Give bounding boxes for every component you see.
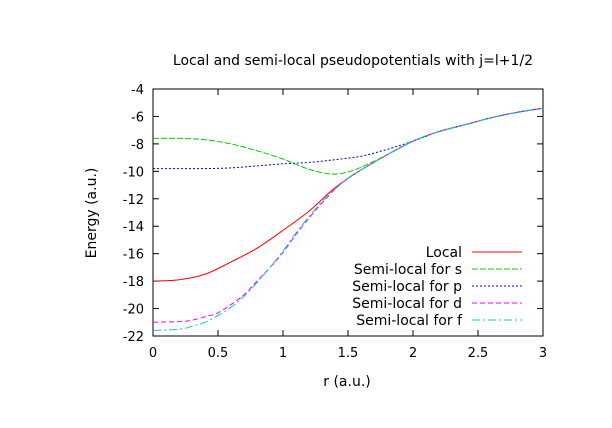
x-tick-label: 3 <box>539 346 547 361</box>
y-tick-label: -6 <box>131 110 144 125</box>
x-tick-label: 0 <box>149 346 157 361</box>
legend-label-local: Local <box>426 245 462 261</box>
y-tick-label: -10 <box>123 165 144 180</box>
legend-label-semi-local-for-f: Semi-local for f <box>356 313 463 329</box>
y-tick-label: -12 <box>123 193 144 208</box>
legend-label-semi-local-for-p: Semi-local for p <box>352 279 462 295</box>
y-tick-label: -20 <box>123 303 144 318</box>
x-tick-label: 1.5 <box>338 346 359 361</box>
x-tick-label: 1 <box>279 346 287 361</box>
x-tick-label: 2.5 <box>468 346 489 361</box>
series-lines <box>152 107 544 332</box>
series-line-semi-local-for-s <box>152 107 544 175</box>
y-tick-label: -18 <box>123 275 144 290</box>
plot-frame <box>152 88 544 337</box>
axis-ticks: 0 0.5 1 1.5 2 2.5 3 -22 -20 -18 -16 -14 -12 -10 -8 -6 -4 <box>123 83 547 361</box>
x-tick-label: 2 <box>409 346 417 361</box>
x-axis-label: r (a.u.) <box>323 374 370 390</box>
y-axis-label: Energy (a.u.) <box>84 168 100 259</box>
series-line-local <box>152 107 544 282</box>
legend-label-semi-local-for-s: Semi-local for s <box>354 262 462 278</box>
y-tick-label: -14 <box>123 220 144 235</box>
x-tick-label: 0.5 <box>208 346 229 361</box>
y-tick-label: -4 <box>131 83 144 98</box>
chart-title: Local and semi-local pseudopotentials wi… <box>173 53 533 69</box>
y-tick-label: -8 <box>131 138 144 153</box>
plot-border <box>152 88 544 337</box>
legend-label-semi-local-for-d: Semi-local for d <box>352 296 462 312</box>
y-tick-label: -22 <box>123 330 144 345</box>
series-line-semi-local-for-p <box>153 107 544 170</box>
series-line-semi-local-for-f <box>152 107 544 332</box>
y-tick-label: -16 <box>123 248 144 263</box>
